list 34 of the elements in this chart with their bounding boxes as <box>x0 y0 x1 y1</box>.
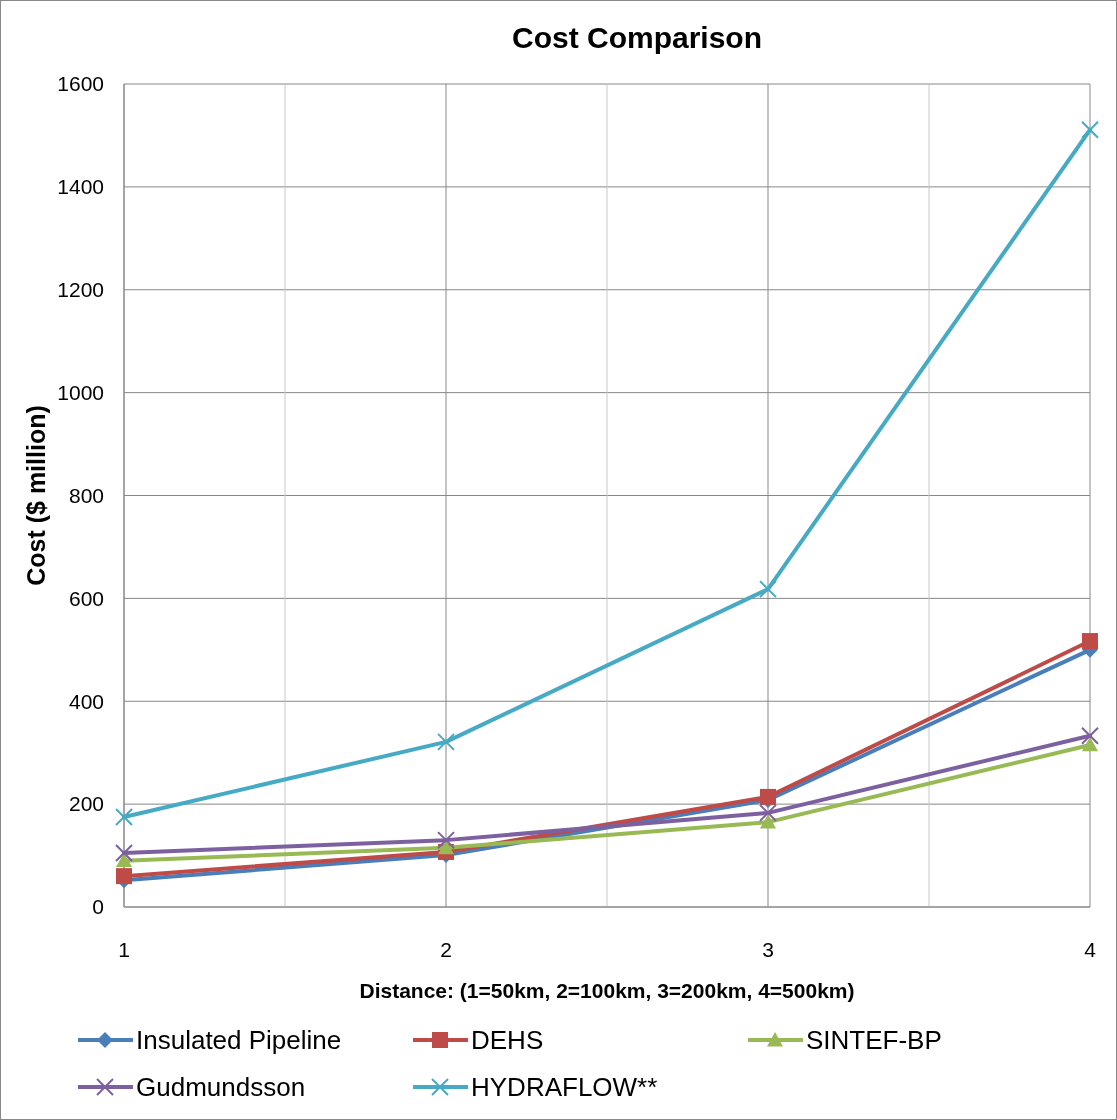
legend-label: HYDRAFLOW** <box>471 1072 658 1103</box>
y-tick-label: 1000 <box>57 380 104 404</box>
point <box>115 843 133 862</box>
point <box>1081 726 1099 745</box>
x-axis-title: Distance: (1=50km, 2=100km, 3=200km, 4=500km) <box>359 979 855 1002</box>
legend-label: SINTEF-BP <box>806 1025 942 1056</box>
point <box>760 814 776 829</box>
point <box>437 732 455 751</box>
y-tick-label: 1200 <box>57 278 104 302</box>
point <box>115 807 133 826</box>
x-tick-label: 1 <box>118 938 130 961</box>
legend-label: Insulated Pipeline <box>136 1025 342 1056</box>
point <box>1082 633 1098 650</box>
point <box>437 831 455 850</box>
x-tick-label: 4 <box>1084 938 1097 961</box>
y-tick-label: 1400 <box>57 175 104 199</box>
y-tick-label: 600 <box>68 586 104 610</box>
y-axis-title: Cost ($ million) <box>22 405 50 586</box>
point <box>1081 120 1099 139</box>
x-tick-label: 2 <box>440 938 452 961</box>
point <box>1082 736 1098 752</box>
point <box>116 868 132 885</box>
y-tick-label: 1600 <box>57 72 104 96</box>
y-tick-label: 800 <box>68 483 104 507</box>
legend-label: DEHS <box>471 1025 544 1056</box>
point <box>760 788 776 805</box>
y-tick-label: 0 <box>92 895 104 919</box>
x-tick-label: 3 <box>762 938 774 961</box>
y-tick-label: 400 <box>68 689 104 713</box>
point <box>759 803 777 822</box>
point <box>759 580 777 599</box>
legend-label: Gudmundsson <box>136 1072 306 1103</box>
chart-title: Cost Comparison <box>511 21 763 54</box>
y-tick-label: 200 <box>68 792 104 816</box>
